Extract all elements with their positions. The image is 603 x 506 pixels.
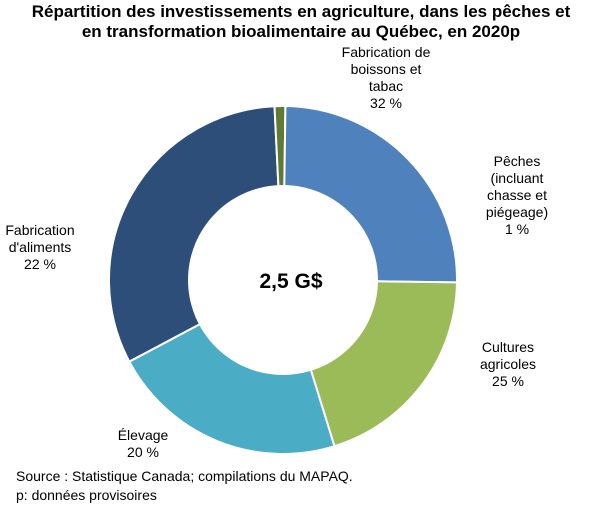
source-notes: Source : Statistique Canada; compilation…: [16, 468, 353, 503]
slice-label-line: (incluant: [491, 170, 544, 186]
chart-title-line: en transformation bioalimentaire au Québ…: [82, 22, 520, 41]
slice-percent-label: 22 %: [24, 256, 56, 272]
source-note: Source : Statistique Canada; compilation…: [16, 468, 353, 484]
center-total-label: 2,5 G$: [259, 270, 322, 293]
slice-percent-label: 25 %: [492, 373, 524, 389]
slice-label-line: boissons et: [351, 61, 422, 77]
slice-label-line: Pêches: [494, 153, 541, 169]
chart-title: Répartition des investissements en agric…: [32, 2, 571, 41]
slice-label-line: Élevage: [118, 427, 169, 443]
slice-label-line: agricoles: [480, 356, 536, 372]
slice-label-line: Fabrication de: [342, 44, 431, 60]
slice-label-line: piégeage): [486, 204, 548, 220]
slice-label-line: tabac: [369, 78, 403, 94]
slice-percent-label: 20 %: [127, 444, 159, 460]
slice-percent-label: 32 %: [370, 95, 402, 111]
chart-title-line: Répartition des investissements en agric…: [32, 2, 571, 21]
slice-label-line: Cultures: [482, 339, 534, 355]
donut-hole: [188, 185, 378, 375]
slice-label-line: d'aliments: [9, 239, 72, 255]
source-note: p: données provisoires: [16, 487, 157, 503]
slice-label-line: chasse et: [487, 187, 547, 203]
slice-label-line: Fabrication: [5, 222, 74, 238]
slice-percent-label: 1 %: [505, 221, 529, 237]
